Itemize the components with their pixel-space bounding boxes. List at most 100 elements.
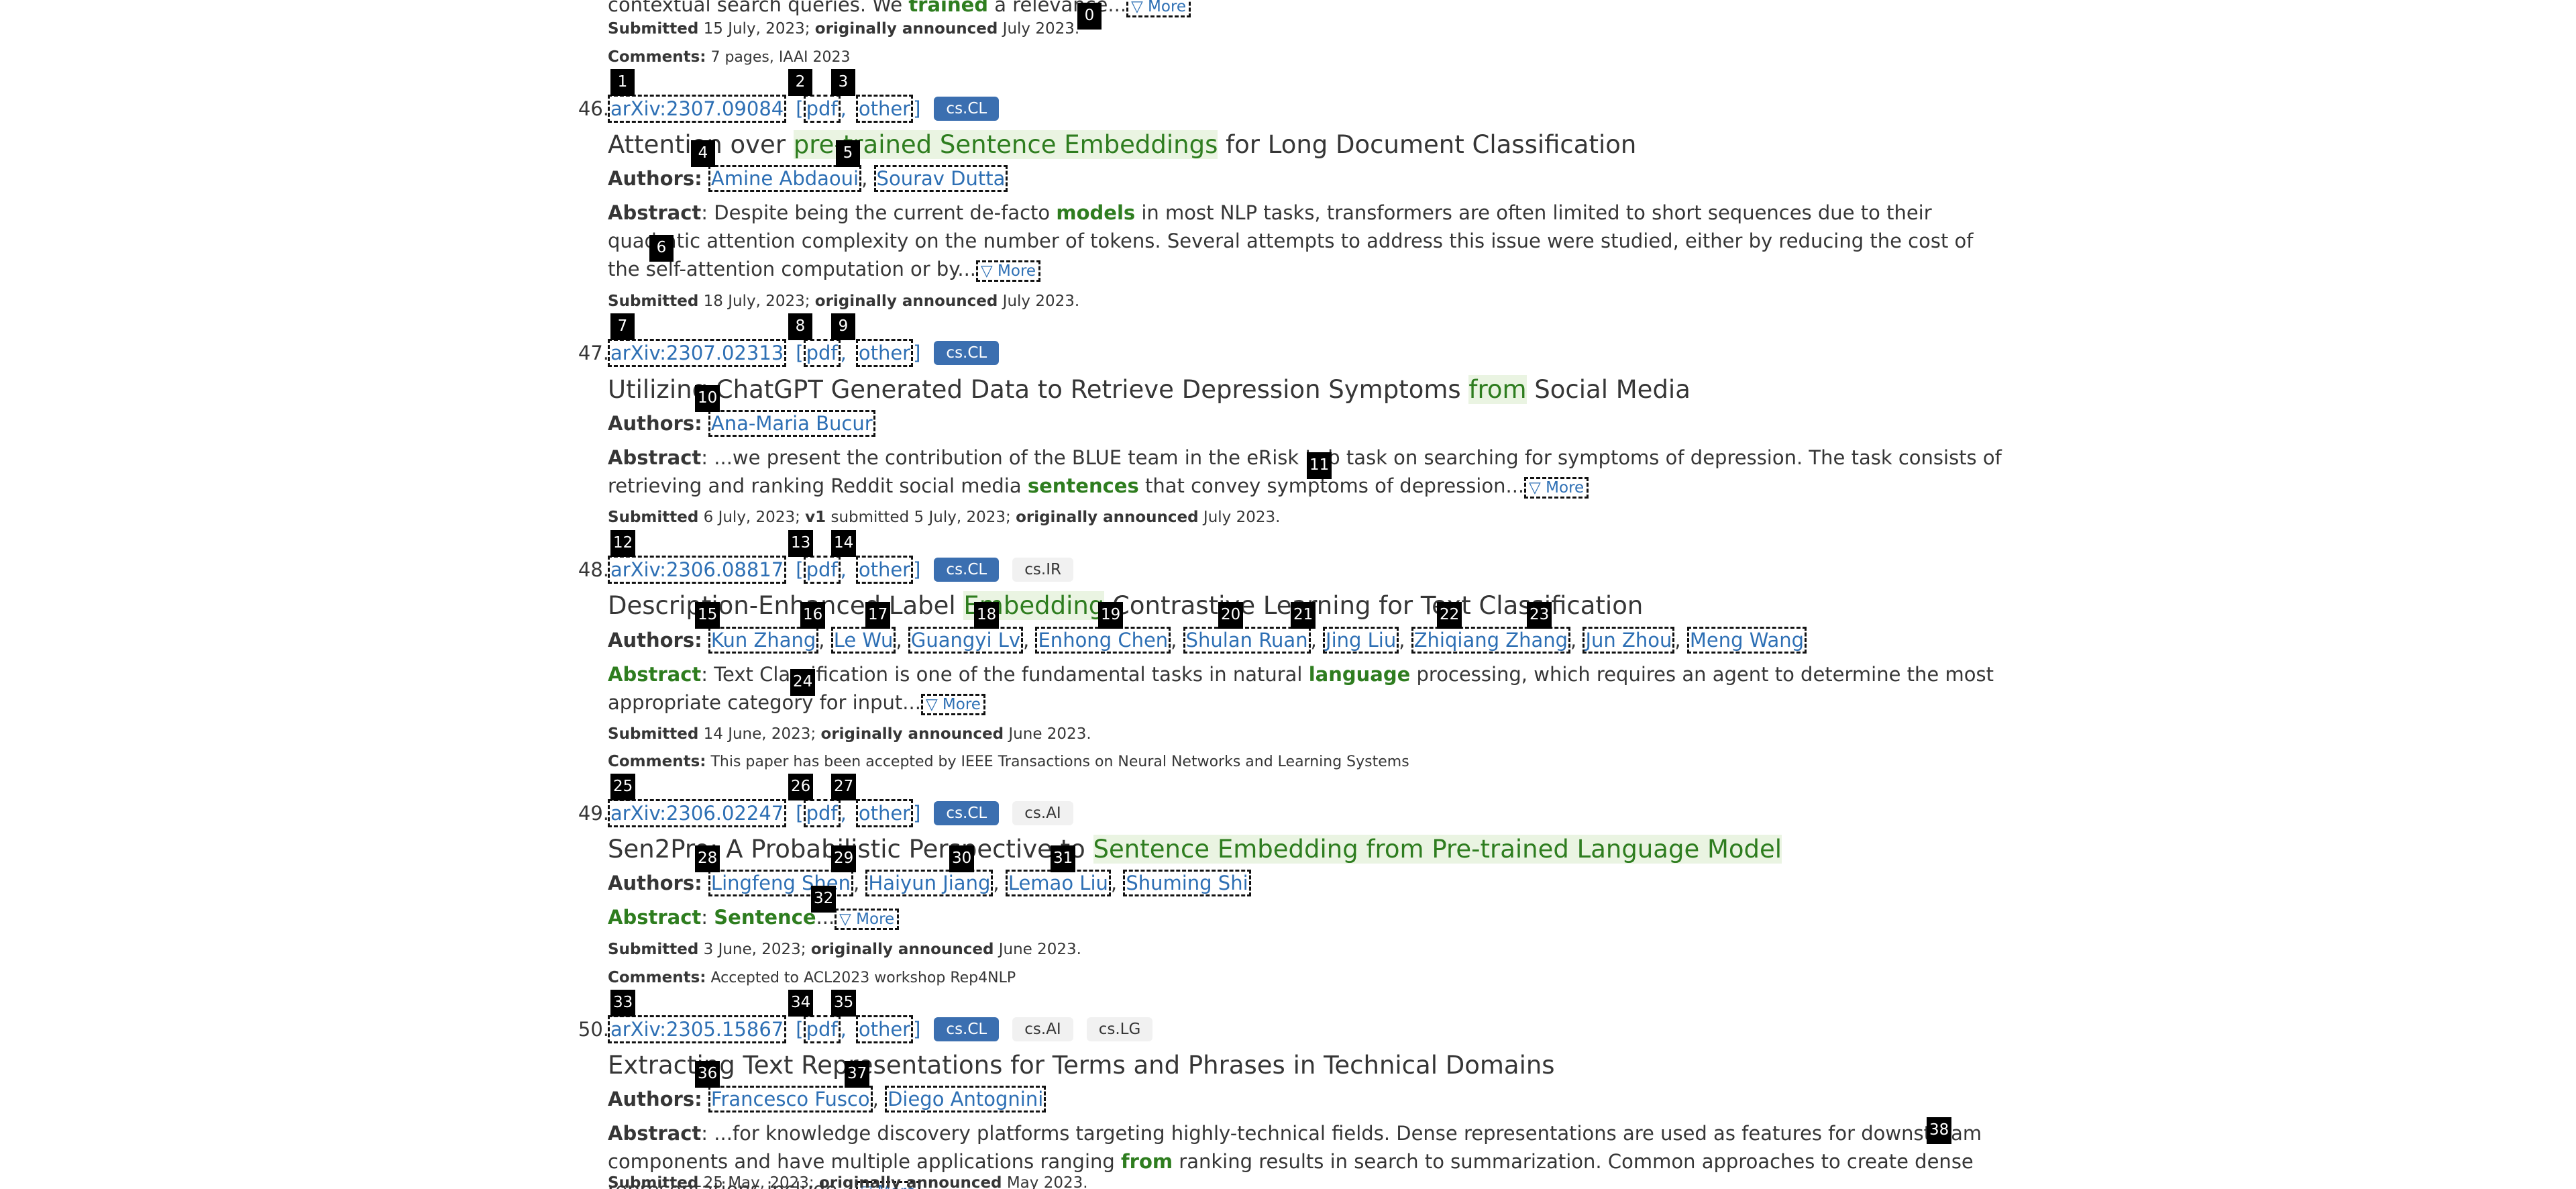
result-47-title: Utilizing ChatGPT Generated Data to Retr… [608,375,1690,404]
more-button[interactable]: ▽ More [1126,0,1191,17]
author-link[interactable]: Zhiqiang Zhang [1411,627,1571,654]
result-47-submitted: Submitted 6 July, 2023; v1 submitted 5 J… [608,509,1281,526]
marker-16: 16 [800,602,826,629]
result-46-title: Attention over pre-trained Sentence Embe… [608,130,1637,159]
pdf-link[interactable]: pdf [803,1015,841,1043]
marker-13: 13 [788,530,814,557]
author-link[interactable]: Kun Zhang [708,627,819,654]
more-button[interactable]: ▽ More [835,909,900,930]
result-50-title: Extracting Text Representations for Term… [608,1051,1555,1080]
result-49-comments: Comments: Accepted to ACL2023 workshop R… [608,969,1016,986]
category-tag: cs.AI [1012,801,1073,825]
result-48-title: Description-Enhanced Label Embedding Con… [608,591,1644,620]
marker-4: 4 [691,140,715,167]
marker-14: 14 [831,530,857,557]
marker-3: 3 [831,69,855,96]
result-46-submitted: Submitted 18 July, 2023; originally anno… [608,293,1080,310]
other-formats-link[interactable]: other [855,1015,914,1043]
arxiv-id-link[interactable]: arXiv:2307.02313 [608,339,787,367]
other-formats-link[interactable]: other [855,799,914,827]
result-50-submitted: Submitted 25 May, 2023; originally annou… [608,1174,1088,1189]
author-link[interactable]: Meng Wang [1686,627,1807,654]
result-46-authors: Authors: Amine Abdaoui, Sourav Dutta [608,165,1008,192]
marker-8: 8 [788,313,812,340]
more-button[interactable]: ▽ More [1524,477,1589,499]
author-link[interactable]: Jing Liu [1323,627,1399,654]
author-link[interactable]: Ana-Maria Bucur [708,410,875,437]
arxiv-id-link[interactable]: arXiv:2307.09084 [608,95,787,123]
author-link[interactable]: Guangyi Lv [908,627,1024,654]
author-link[interactable]: Haiyun Jiang [865,870,994,896]
marker-18: 18 [974,602,1000,629]
arxiv-id-link[interactable]: arXiv:2306.02247 [608,799,787,827]
marker-12: 12 [610,530,636,557]
result-48-submitted: Submitted 14 June, 2023; originally anno… [608,725,1091,743]
other-formats-link[interactable]: other [855,95,914,123]
category-tag: cs.CL [934,558,1000,582]
other-formats-link[interactable]: other [855,339,914,367]
result-49-submitted: Submitted 3 June, 2023; originally annou… [608,941,1081,958]
author-link[interactable]: Jun Zhou [1582,627,1675,654]
marker-25: 25 [610,774,636,800]
pdf-link[interactable]: pdf [803,556,841,584]
category-tag: cs.CL [934,97,1000,121]
pdf-link[interactable]: pdf [803,95,841,123]
category-tag: cs.LG [1086,1017,1153,1041]
result-49-authors: Authors: Lingfeng Shen, Haiyun Jiang, Le… [608,870,1251,896]
marker-5: 5 [836,140,860,167]
marker-7: 7 [610,313,635,340]
result-number: 49. [578,802,609,825]
result-50-abstract: Abstract: ...for knowledge discovery pla… [608,1119,2003,1189]
author-link[interactable]: Amine Abdaoui [708,165,862,192]
author-link[interactable]: Shuming Shi [1123,870,1251,896]
more-button[interactable]: ▽ More [920,694,985,715]
marker-27: 27 [831,774,857,800]
more-button[interactable]: ▽ More [976,260,1041,282]
author-link[interactable]: Le Wu [830,627,896,654]
marker-22: 22 [1437,602,1462,629]
result-47-authors: Authors: Ana-Maria Bucur [608,410,875,437]
marker-6: 6 [649,235,674,262]
marker-26: 26 [788,774,814,800]
result-46-abstract: Abstract: Despite being the current de-f… [608,201,1974,282]
category-tag: cs.IR [1012,558,1073,582]
marker-36: 36 [695,1061,720,1088]
author-link[interactable]: Lemao Liu [1005,870,1111,896]
arxiv-id-link[interactable]: arXiv:2306.08817 [608,556,787,584]
result-45-comments: Comments: 7 pages, IAAI 2023 [608,48,851,66]
arxiv-id-link[interactable]: arXiv:2305.15867 [608,1015,787,1043]
author-link[interactable]: Francesco Fusco [708,1086,873,1113]
marker-10: 10 [695,385,720,412]
other-formats-link[interactable]: other [855,556,914,584]
pdf-link[interactable]: pdf [803,799,841,827]
more-button[interactable]: ▽ More [855,1181,920,1189]
author-link[interactable]: Enhong Chen [1035,627,1171,654]
result-50-authors: Authors: Francesco Fusco, Diego Antognin… [608,1086,1046,1113]
result-48-links: arXiv:2306.08817 [pdf, other] cs.CL cs.I… [608,556,1073,584]
pdf-link[interactable]: pdf [803,339,841,367]
marker-28: 28 [695,845,720,872]
result-45-abstract-tail: contextual search queries. We trained a … [608,0,2003,21]
author-link[interactable]: Diego Antognini [885,1086,1046,1113]
author-link[interactable]: Sourav Dutta [873,165,1008,192]
marker-19: 19 [1098,602,1124,629]
marker-33: 33 [610,990,636,1017]
marker-34: 34 [788,990,814,1017]
marker-30: 30 [949,845,975,872]
marker-32: 32 [811,886,837,913]
category-tag: cs.CL [934,801,1000,825]
category-tag: cs.CL [934,341,1000,365]
marker-38: 38 [1927,1117,1952,1144]
marker-15: 15 [695,602,720,629]
result-49-links: arXiv:2306.02247 [pdf, other] cs.CL cs.A… [608,799,1073,827]
result-45-submitted: Submitted 15 July, 2023; originally anno… [608,20,1080,38]
result-48-abstract: Abstract: Text Classification is one of … [608,663,1994,715]
result-47-links: arXiv:2307.02313 [pdf, other] cs.CL [608,339,1000,367]
marker-24: 24 [790,669,816,696]
result-number: 47. [578,342,609,364]
result-number: 50. [578,1018,609,1041]
author-link[interactable]: Shulan Ruan [1183,627,1311,654]
marker-20: 20 [1218,602,1244,629]
result-49-title: Sen2Pro: A Probabilistic Perspective to … [608,835,1782,864]
category-tag: cs.AI [1012,1017,1073,1041]
